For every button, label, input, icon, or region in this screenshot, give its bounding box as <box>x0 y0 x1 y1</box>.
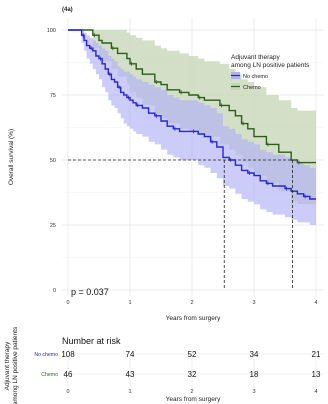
risk-x-tick-label-2: 2 <box>190 389 193 395</box>
curve-chemo <box>68 29 316 164</box>
risk-ylabel-line-1: Adjuvant therapy <box>4 341 11 391</box>
risk-x-axis-label: Years from surgery <box>166 396 221 403</box>
y-tick-label-0: 0 <box>53 288 56 294</box>
risk-table-title: Number at risk <box>62 336 121 346</box>
y-tick-label-75: 75 <box>50 93 56 99</box>
legend-item-no-chemo: No chemo <box>231 72 268 80</box>
median-survival-lines <box>68 159 293 290</box>
legend-item-chemo: Chemo <box>231 83 261 91</box>
legend-title-line-2: among LN positive patients <box>231 62 310 69</box>
risk-count-chemo-1: 43 <box>126 370 135 379</box>
x-tick-label-0: 0 <box>66 300 69 306</box>
y-axis-label: Overall survival (%) <box>8 129 15 185</box>
x-axis-label: Years from surgery <box>166 315 221 322</box>
risk-count-chemo-4: 13 <box>312 370 321 379</box>
risk-table-panel <box>62 350 324 388</box>
risk-count-no-chemo-0: 108 <box>61 350 75 359</box>
risk-count-no-chemo-2: 52 <box>188 350 197 359</box>
y-tick-labels: 0 25 50 75 100 <box>47 28 56 294</box>
risk-count-no-chemo-4: 21 <box>312 350 321 359</box>
legend-label-no-chemo: No chemo <box>243 74 268 80</box>
risk-count-no-chemo-3: 34 <box>250 350 259 359</box>
risk-ylabel-line-2: among LN positive patients <box>12 326 19 404</box>
x-tick-label-3: 3 <box>252 300 255 306</box>
survival-plot: 0 25 50 75 100 0 1 2 3 4 Overall survival (%) Ye… <box>8 18 324 322</box>
risk-row-label-no-chemo: No chemo <box>34 352 58 358</box>
x-tick-label-1: 1 <box>128 300 131 306</box>
legend-label-chemo: Chemo <box>243 85 261 91</box>
risk-x-tick-label-3: 3 <box>252 389 255 395</box>
p-value: p = 0.037 <box>71 287 109 297</box>
risk-count-chemo-2: 32 <box>188 370 197 379</box>
y-tick-label-50: 50 <box>50 158 56 164</box>
survival-curves <box>68 29 316 200</box>
panel-label: (4a) <box>62 7 73 13</box>
legend-title-line-1: Adjuvant therapy <box>231 54 281 61</box>
risk-count-chemo-3: 18 <box>250 370 259 379</box>
risk-x-tick-label-0: 0 <box>66 389 69 395</box>
legend: Adjuvant therapy among LN positive patie… <box>231 54 310 91</box>
y-tick-label-100: 100 <box>47 28 56 34</box>
risk-x-tick-label-1: 1 <box>128 389 131 395</box>
x-tick-label-4: 4 <box>314 300 317 306</box>
y-tick-label-25: 25 <box>50 223 56 229</box>
risk-x-tick-labels: 0 1 2 3 4 <box>66 389 317 395</box>
risk-table-ylabel: Adjuvant therapy among LN positive patie… <box>4 326 19 404</box>
risk-count-no-chemo-1: 74 <box>126 350 135 359</box>
risk-row-label-chemo: Chemo <box>41 372 58 378</box>
x-tick-labels: 0 1 2 3 4 <box>66 300 317 306</box>
risk-grid-lines <box>62 350 324 388</box>
risk-x-tick-label-4: 4 <box>314 389 317 395</box>
x-tick-label-2: 2 <box>190 300 193 306</box>
risk-count-chemo-0: 46 <box>64 370 73 379</box>
risk-rows: No chemo 108 74 52 34 21 Chemo 46 43 32 18 13 <box>34 350 321 379</box>
